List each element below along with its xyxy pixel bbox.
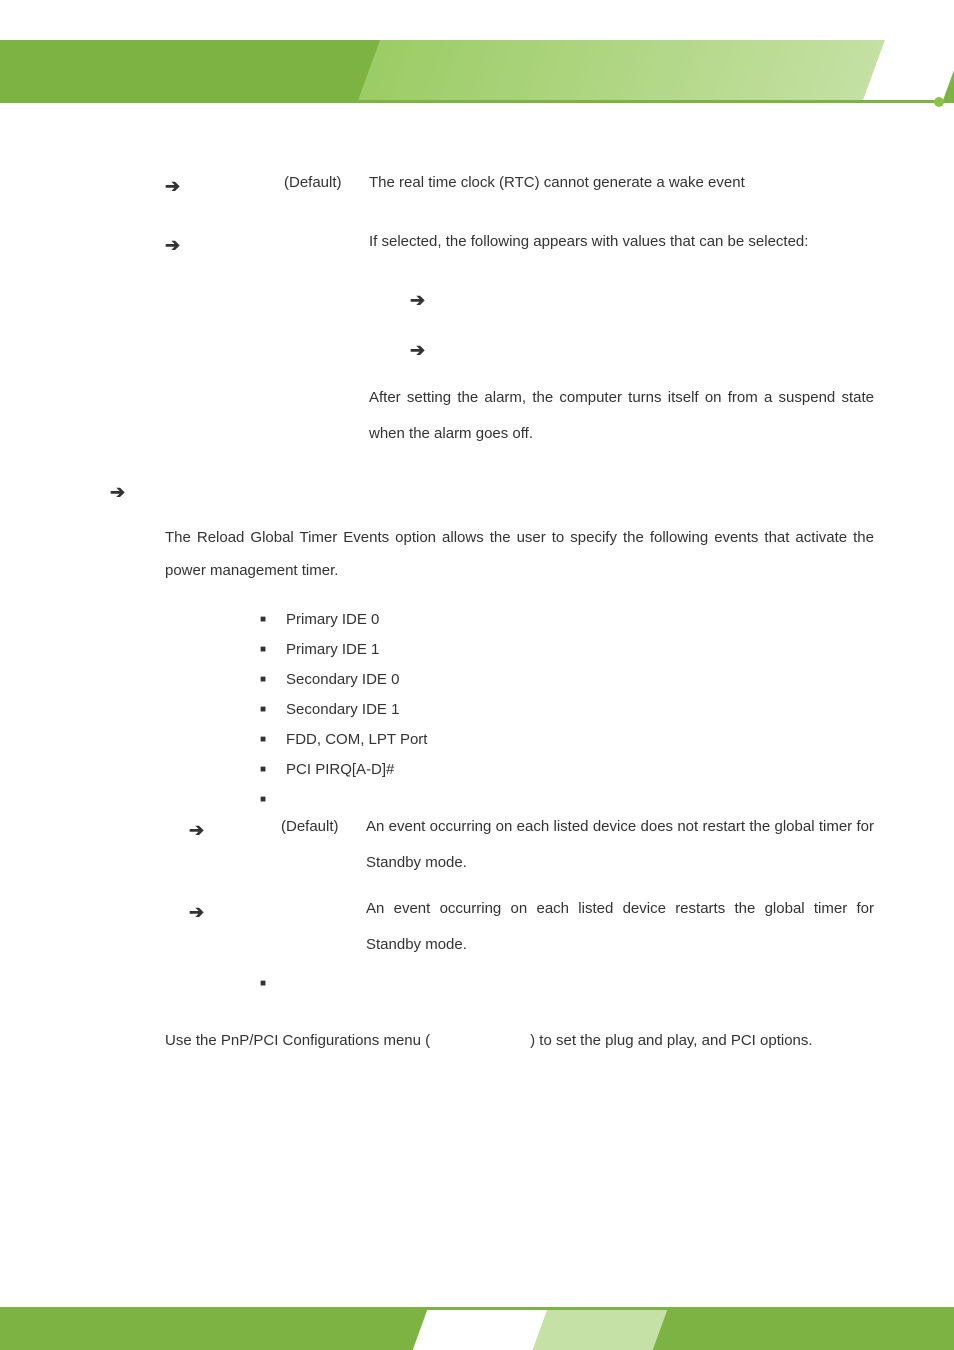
default-label: (Default) [281, 809, 366, 845]
option-desc: An event occurring on each listed device… [366, 809, 874, 881]
list-item-empty [260, 969, 874, 989]
section-arrow-icon: ➔ [110, 482, 874, 503]
event-bullet-list: Primary IDE 0 Primary IDE 1 Secondary ID… [260, 605, 874, 805]
arrow-icon: ➔ [165, 165, 189, 208]
list-item: FDD, COM, LPT Port [260, 725, 874, 755]
list-item: PCI PIRQ[A-D]# [260, 755, 874, 785]
page-content: ➔ (Default) The real time clock (RTC) ca… [165, 165, 874, 1057]
footer-white-notch [413, 1310, 548, 1350]
reload-intro-text: The Reload Global Timer Events option al… [165, 521, 874, 587]
pnp-paragraph: Use the PnP/PCI Configurations menu ( ) t… [165, 1024, 874, 1057]
option-desc: The real time clock (RTC) cannot generat… [369, 165, 874, 201]
arrow-icon: ➔ [410, 329, 434, 372]
trailing-bullet [260, 969, 874, 989]
header-dot-icon [934, 97, 944, 107]
pnp-text-after: ) to set the plug and play, and PCI opti… [530, 1032, 812, 1049]
option-row-disabled: ➔ (Default) The real time clock (RTC) ca… [165, 165, 874, 208]
after-alarm-text: After setting the alarm, the computer tu… [369, 380, 874, 452]
option-desc: If selected, the following appears with … [369, 224, 874, 260]
arrow-icon: ➔ [410, 279, 434, 322]
list-item-empty [260, 785, 874, 805]
header-accent-shape [358, 40, 900, 100]
reload-option-disabled: ➔ (Default) An event occurring on each l… [165, 809, 874, 881]
arrow-icon: ➔ [165, 224, 189, 267]
option-row-enabled: ➔ If selected, the following appears wit… [165, 224, 874, 267]
option-desc: An event occurring on each listed device… [366, 891, 874, 963]
list-item: Secondary IDE 0 [260, 665, 874, 695]
arrow-icon: ➔ [189, 891, 213, 934]
pnp-text-before: Use the PnP/PCI Configurations menu ( [165, 1032, 430, 1049]
header-underline [0, 100, 954, 103]
arrow-icon: ➔ [189, 809, 213, 852]
reload-option-enabled: ➔ An event occurring on each listed devi… [165, 891, 874, 963]
default-label: (Default) [284, 165, 369, 201]
list-item: Secondary IDE 1 [260, 695, 874, 725]
sub-option-block: ➔ ➔ [410, 279, 874, 371]
list-item: Primary IDE 1 [260, 635, 874, 665]
list-item: Primary IDE 0 [260, 605, 874, 635]
footer-accent-notch [533, 1310, 668, 1350]
header-banner [0, 0, 954, 110]
